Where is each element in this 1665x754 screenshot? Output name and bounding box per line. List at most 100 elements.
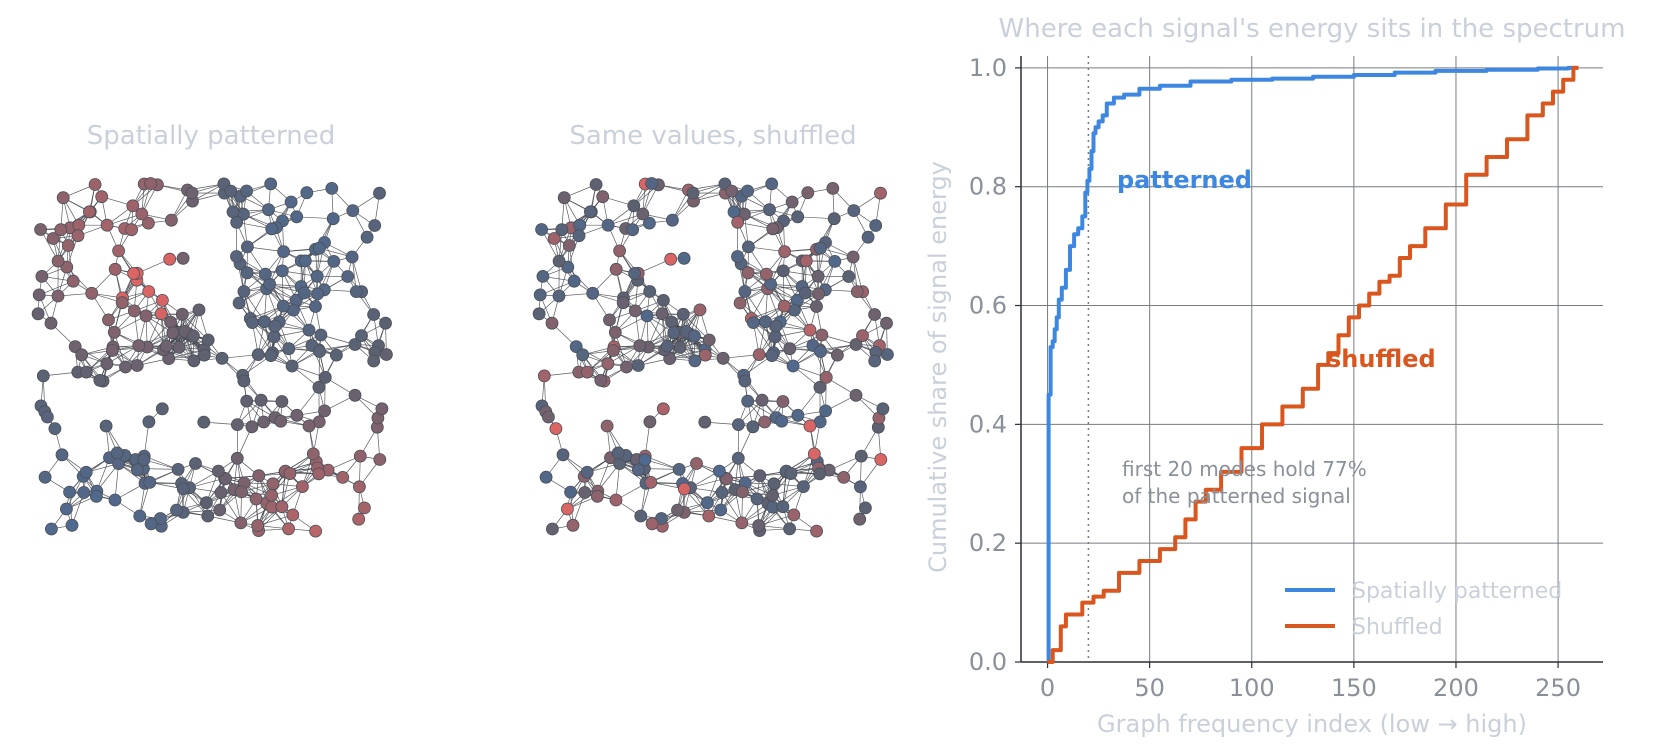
patterned-node bbox=[341, 270, 355, 283]
patterned-node bbox=[251, 519, 265, 532]
patterned-node bbox=[55, 448, 69, 462]
shuffled-node bbox=[747, 316, 760, 330]
patterned-node bbox=[108, 262, 122, 276]
y-tick-label: 0.2 bbox=[969, 529, 1007, 557]
patterned-node bbox=[79, 465, 93, 479]
patterned-node bbox=[48, 422, 62, 436]
shuffled-node bbox=[589, 178, 603, 191]
shuffled-node bbox=[758, 415, 772, 429]
patterned-node bbox=[306, 447, 320, 461]
patterned-node bbox=[275, 500, 289, 514]
shuffled-node bbox=[769, 319, 783, 333]
shuffled-node bbox=[874, 453, 888, 466]
patterned-node bbox=[352, 512, 366, 526]
shuffled-node bbox=[542, 410, 555, 424]
shuffled-node bbox=[741, 184, 754, 198]
patterned-node bbox=[115, 296, 129, 310]
shuffled-node bbox=[591, 489, 604, 503]
patterned-node bbox=[318, 404, 332, 418]
chart-grid bbox=[1021, 56, 1603, 663]
patterned-node bbox=[93, 373, 107, 387]
patterned-node bbox=[38, 470, 52, 484]
patterned-node bbox=[353, 449, 367, 463]
patterned-node bbox=[240, 266, 254, 280]
shuffled-node bbox=[837, 470, 851, 484]
shuffled-node bbox=[768, 330, 782, 344]
patterned-node bbox=[285, 359, 299, 373]
patterned-node bbox=[83, 205, 96, 219]
shuffled-node bbox=[763, 203, 776, 217]
shuffled-node bbox=[752, 348, 766, 362]
patterned-node bbox=[119, 360, 132, 374]
patterned-node bbox=[215, 351, 229, 365]
patterned-series-label: patterned bbox=[1117, 166, 1252, 194]
patterned-node bbox=[197, 348, 211, 362]
patterned-node bbox=[240, 184, 254, 198]
patterned-node bbox=[346, 204, 360, 218]
patterned-node bbox=[309, 524, 323, 538]
shuffled-node bbox=[537, 369, 551, 383]
shuffled-node bbox=[600, 419, 614, 433]
shuffled-node bbox=[859, 501, 872, 515]
patterned-node bbox=[348, 338, 362, 351]
patterned-node bbox=[95, 190, 109, 204]
shuffled-node bbox=[783, 342, 797, 356]
patterned-node bbox=[297, 286, 311, 300]
patterned-node bbox=[265, 222, 279, 236]
shuffled-node bbox=[812, 287, 825, 301]
shuffled-node bbox=[640, 309, 654, 323]
shuffled-node bbox=[677, 482, 691, 496]
shuffled-node bbox=[552, 254, 566, 268]
shuffled-node bbox=[673, 340, 687, 354]
shuffled-node bbox=[644, 475, 658, 489]
chart-legend: Spatially patterned Shuffled bbox=[1285, 579, 1562, 640]
y-tick-label: 0.4 bbox=[969, 410, 1007, 438]
patterned-node bbox=[258, 267, 272, 281]
shuffled-node bbox=[713, 464, 726, 478]
patterned-node bbox=[224, 184, 238, 198]
shuffled-node bbox=[868, 354, 882, 368]
shuffled-node bbox=[869, 219, 883, 232]
shuffled-node bbox=[572, 229, 586, 243]
shuffled-node bbox=[753, 469, 767, 483]
x-tick-label: 0 bbox=[1040, 674, 1055, 702]
shuffled-node bbox=[798, 286, 812, 300]
shuffled-node bbox=[850, 285, 864, 299]
patterned-node bbox=[176, 251, 190, 265]
patterned-node bbox=[379, 348, 393, 361]
shuffled-node bbox=[546, 522, 559, 536]
patterned-node bbox=[127, 266, 141, 280]
shuffled-node bbox=[693, 303, 707, 317]
shuffled-node bbox=[564, 485, 577, 499]
shuffled-node bbox=[603, 313, 616, 327]
shuffled-node bbox=[776, 395, 790, 408]
shuffled-node bbox=[638, 453, 652, 467]
y-tick-labels: 0.0 0.2 0.4 0.6 0.8 1.0 bbox=[969, 54, 1021, 676]
patterned-node bbox=[312, 241, 326, 255]
shuffled-node bbox=[643, 216, 656, 230]
shuffled-node bbox=[741, 266, 755, 280]
patterned-network-nodes bbox=[31, 177, 393, 538]
patterned-node bbox=[186, 329, 200, 343]
patterned-node bbox=[56, 191, 70, 205]
patterned-node bbox=[126, 199, 140, 213]
patterned-node bbox=[245, 420, 259, 434]
patterned-node bbox=[44, 316, 58, 330]
shuffled-node bbox=[766, 222, 780, 236]
patterned-node bbox=[345, 250, 359, 264]
patterned-node bbox=[79, 365, 93, 379]
shuffled-node bbox=[760, 267, 773, 281]
patterned-node bbox=[143, 475, 157, 489]
patterned-node bbox=[61, 239, 75, 252]
shuffled-node bbox=[741, 394, 755, 408]
patterned-panel-title: Spatially patterned bbox=[87, 121, 335, 151]
patterned-node bbox=[284, 195, 298, 209]
shuffled-node bbox=[815, 328, 829, 342]
shuffled-node bbox=[854, 449, 868, 463]
patterned-node bbox=[54, 223, 68, 237]
patterned-node bbox=[199, 496, 213, 510]
patterned-node bbox=[311, 287, 325, 301]
patterned-node bbox=[286, 508, 300, 522]
patterned-node bbox=[302, 419, 316, 433]
shuffled-node bbox=[881, 348, 894, 361]
